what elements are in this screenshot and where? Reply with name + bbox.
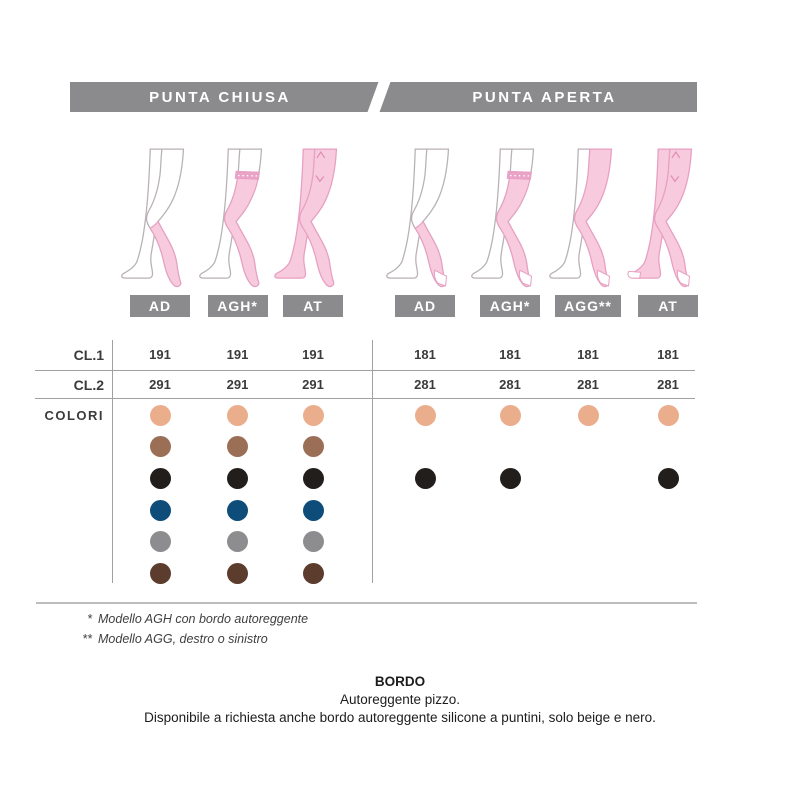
color-dot-beige bbox=[577, 404, 599, 426]
table-rule-cl1-cl2 bbox=[35, 370, 695, 371]
color-dot-brown bbox=[227, 436, 248, 458]
cl2-value: 281 bbox=[577, 377, 599, 392]
figure-legs-at-open bbox=[624, 146, 712, 298]
footnote-text: Modello AGH con bordo autoreggente bbox=[98, 612, 309, 626]
figure-legs-agh-closed bbox=[194, 146, 282, 298]
bordo-section: BORDO Autoreggente pizzo. Disponibile a … bbox=[0, 673, 800, 727]
color-dot-brown bbox=[149, 436, 171, 458]
color-dot-dark_brown bbox=[149, 563, 171, 584]
model-label-agh: AGH* bbox=[480, 295, 540, 317]
model-label-agh: AGH* bbox=[207, 295, 268, 317]
color-dot-blue bbox=[149, 499, 171, 521]
model-label-at: AT bbox=[283, 295, 343, 317]
color-dot-dark_brown bbox=[227, 563, 248, 584]
cl1-value: 181 bbox=[414, 347, 436, 362]
color-dot-blue bbox=[227, 499, 248, 521]
figure-legs-ad-open bbox=[381, 146, 469, 298]
color-dot-grey bbox=[227, 531, 248, 553]
color-dot-beige bbox=[414, 404, 436, 426]
color-dot-beige bbox=[302, 404, 324, 426]
color-dot-black bbox=[149, 467, 171, 489]
cl1-value: 191 bbox=[302, 347, 324, 362]
model-label-agg: AGG** bbox=[555, 295, 621, 317]
figure-legs-agg-open bbox=[544, 146, 632, 298]
color-dot-blue bbox=[302, 499, 324, 521]
tab-punta-aperta: PUNTA APERTA bbox=[472, 88, 617, 106]
table-divider-vertical-middle bbox=[372, 340, 373, 583]
color-dot-black bbox=[227, 467, 248, 489]
footnote-agg: ** Modello AGG, destro o sinistro bbox=[70, 632, 268, 646]
bordo-title: BORDO bbox=[374, 674, 426, 689]
row-label-colori: COLORI bbox=[44, 408, 104, 423]
color-dot-grey bbox=[149, 531, 171, 553]
cl2-value: 291 bbox=[226, 377, 249, 392]
model-label-ad: AD bbox=[395, 295, 455, 317]
cl1-value: 191 bbox=[149, 347, 171, 362]
color-dot-black bbox=[657, 467, 679, 489]
color-dot-beige bbox=[499, 404, 521, 426]
cl2-value: 291 bbox=[302, 377, 324, 392]
cl1-value: 181 bbox=[577, 347, 599, 362]
cl2-value: 281 bbox=[657, 377, 679, 392]
bordo-line2: Disponibile a richiesta anche bordo auto… bbox=[144, 710, 656, 725]
row-label-cl1: CL.1 bbox=[73, 347, 104, 363]
table-rule-bottom bbox=[36, 602, 697, 604]
figure-legs-at-closed bbox=[269, 146, 357, 298]
color-dot-black bbox=[414, 467, 436, 489]
color-dot-brown bbox=[302, 436, 324, 458]
color-dot-black bbox=[302, 467, 324, 489]
cl1-value: 181 bbox=[499, 347, 521, 362]
table-rule-cl2-colori bbox=[35, 398, 695, 399]
footnote-agh: * Modello AGH con bordo autoreggente bbox=[70, 612, 308, 626]
cl2-value: 281 bbox=[499, 377, 521, 392]
bordo-line1: Autoreggente pizzo. bbox=[339, 692, 461, 707]
color-dot-beige bbox=[149, 404, 171, 426]
figure-legs-agh-open bbox=[466, 146, 554, 298]
cl2-value: 281 bbox=[414, 377, 436, 392]
footnote-text: Modello AGG, destro o sinistro bbox=[98, 632, 268, 646]
footnote-marker: * bbox=[87, 612, 92, 626]
color-dot-beige bbox=[227, 404, 248, 426]
diagonal-divider bbox=[366, 80, 392, 114]
color-dot-grey bbox=[302, 531, 324, 553]
cl2-value: 291 bbox=[149, 377, 171, 392]
cl1-value: 181 bbox=[657, 347, 679, 362]
model-label-ad: AD bbox=[130, 295, 190, 317]
footnote-marker: ** bbox=[82, 632, 92, 646]
tab-punta-chiusa: PUNTA CHIUSA bbox=[149, 88, 291, 106]
row-label-cl2: CL.2 bbox=[73, 377, 104, 393]
color-dot-dark_brown bbox=[302, 563, 324, 584]
table-divider-vertical-left bbox=[112, 340, 113, 583]
toe-type-header-bar: PUNTA CHIUSA PUNTA APERTA bbox=[70, 80, 697, 114]
model-label-at: AT bbox=[638, 295, 698, 317]
cl1-value: 191 bbox=[226, 347, 249, 362]
color-dot-black bbox=[499, 467, 521, 489]
figure-legs-ad-closed bbox=[116, 146, 204, 298]
color-dot-beige bbox=[657, 404, 679, 426]
